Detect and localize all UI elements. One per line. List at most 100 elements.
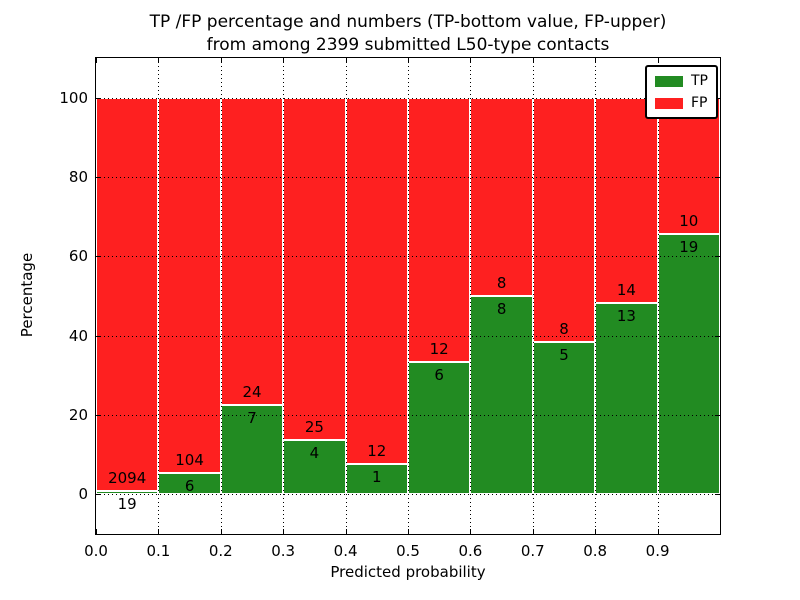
bar-segment-fp <box>220 97 284 405</box>
y-tick-mark-left <box>96 177 101 178</box>
y-tick-mark-right <box>715 494 720 496</box>
bar-segment-tp <box>220 404 284 495</box>
bar-count-fp: 8 <box>559 319 569 338</box>
y-tick-mark-right <box>715 335 720 337</box>
bar-segment-fp <box>158 97 221 473</box>
bar-segment-fp <box>532 97 596 342</box>
bar-segment-fp <box>345 97 408 464</box>
bar-count-fp: 25 <box>304 417 324 436</box>
legend-item-tp: TP <box>655 74 708 88</box>
legend-swatch-tp-icon <box>655 75 683 87</box>
x-tick-mark-bottom <box>158 529 160 534</box>
chart-title-line2: from among 2399 submitted L50-type conta… <box>206 35 610 55</box>
v-gridline <box>158 58 160 534</box>
x-tick-mark-bottom <box>345 529 347 534</box>
legend-swatch-fp-icon <box>655 97 683 109</box>
x-tick-mark-bottom <box>532 529 534 534</box>
x-tick-label: 0.7 <box>520 542 545 560</box>
x-tick-label: 0.5 <box>396 542 420 560</box>
chart-title-line1: TP /FP percentage and numbers (TP-bottom… <box>149 12 667 32</box>
bar-count-tp: 7 <box>247 408 257 427</box>
bar-count-tp: 6 <box>184 476 195 495</box>
bar-count-fp: 10 <box>679 212 699 231</box>
y-tick-mark-right <box>715 415 720 416</box>
bar-segment-fp <box>470 97 533 296</box>
x-tick-mark-top <box>408 58 409 63</box>
legend-label-tp: TP <box>691 73 708 89</box>
y-tick-label: 60 <box>68 247 88 266</box>
v-gridline <box>408 58 409 534</box>
x-tick-mark-top <box>657 58 659 63</box>
bar-segment-tp <box>283 439 346 495</box>
v-gridline <box>532 58 534 534</box>
x-tick-label: 0.0 <box>84 542 108 560</box>
bar-segment-tp <box>470 296 533 495</box>
x-tick-label: 0.1 <box>146 542 171 560</box>
bar-segment-fp <box>283 97 346 440</box>
bar-count-fp: 24 <box>242 382 262 401</box>
v-gridline <box>595 58 597 534</box>
v-gridline <box>220 58 222 534</box>
v-gridline <box>345 58 347 534</box>
x-tick-mark-top <box>470 58 472 63</box>
bar-segment-fp <box>595 97 658 304</box>
x-tick-mark-bottom <box>408 529 409 534</box>
v-gridline <box>657 58 659 534</box>
bar-segment-tp <box>657 234 720 495</box>
x-tick-label: 0.9 <box>645 542 670 560</box>
x-tick-mark-bottom <box>595 529 597 534</box>
bar-count-fp: 12 <box>429 340 449 359</box>
bar-count-tp: 4 <box>309 443 320 462</box>
x-tick-mark-top <box>96 58 97 63</box>
v-gridline <box>470 58 472 534</box>
legend-item-fp: FP <box>655 96 708 110</box>
x-tick-label: 0.3 <box>271 542 296 560</box>
x-tick-label: 0.2 <box>208 542 233 560</box>
bar-count-tp: 5 <box>559 345 569 364</box>
legend-label-fp: FP <box>691 95 708 111</box>
x-tick-mark-top <box>345 58 347 63</box>
bar-count-tp: 19 <box>117 494 137 513</box>
y-tick-label: 40 <box>68 326 88 345</box>
bar-segment-fp <box>408 97 471 363</box>
legend: TP FP <box>645 65 718 119</box>
y-tick-mark-left <box>96 415 101 416</box>
bar-count-fp: 8 <box>496 274 507 292</box>
bar-segment-tp <box>532 341 596 495</box>
y-axis-label: Percentage <box>18 252 36 338</box>
bar-count-tp: 1 <box>372 467 382 486</box>
x-tick-label: 0.6 <box>458 542 483 560</box>
x-tick-label: 0.4 <box>333 542 358 560</box>
y-tick-mark-right <box>715 177 720 178</box>
bar-segment-fp <box>96 97 159 491</box>
y-tick-label: 20 <box>68 406 88 424</box>
x-tick-mark-top <box>283 58 285 63</box>
y-tick-label: 80 <box>68 168 88 186</box>
bar-count-tp: 13 <box>616 307 636 326</box>
bar-count-fp: 104 <box>175 450 204 469</box>
bar-count-fp: 12 <box>367 441 387 460</box>
x-tick-mark-top <box>158 58 160 63</box>
y-tick-label: 0 <box>78 485 88 504</box>
y-tick-label: 100 <box>59 88 88 107</box>
bar-segment-tp <box>96 490 159 495</box>
y-tick-mark-left <box>96 494 101 496</box>
bar-count-tp: 6 <box>434 366 444 385</box>
y-tick-mark-left <box>96 256 101 258</box>
x-axis-label: Predicted probability <box>330 563 486 581</box>
y-tick-mark-right <box>715 256 720 258</box>
x-tick-mark-bottom <box>220 529 222 534</box>
bar-count-fp: 14 <box>616 281 636 300</box>
y-tick-mark-left <box>96 335 101 337</box>
plot-area: 2094 19 104 6 24 7 25 4 12 1 12 6 8 8 8 5 14 13 10 19 <box>95 57 721 535</box>
x-tick-mark-bottom <box>470 529 472 534</box>
x-tick-mark-top <box>220 58 222 63</box>
x-tick-mark-top <box>532 58 534 63</box>
v-gridline <box>283 58 285 534</box>
y-tick-mark-left <box>96 97 101 99</box>
x-tick-mark-bottom <box>96 529 97 534</box>
bar-count-tp: 19 <box>679 238 699 257</box>
x-tick-mark-bottom <box>283 529 285 534</box>
x-tick-mark-top <box>595 58 597 63</box>
